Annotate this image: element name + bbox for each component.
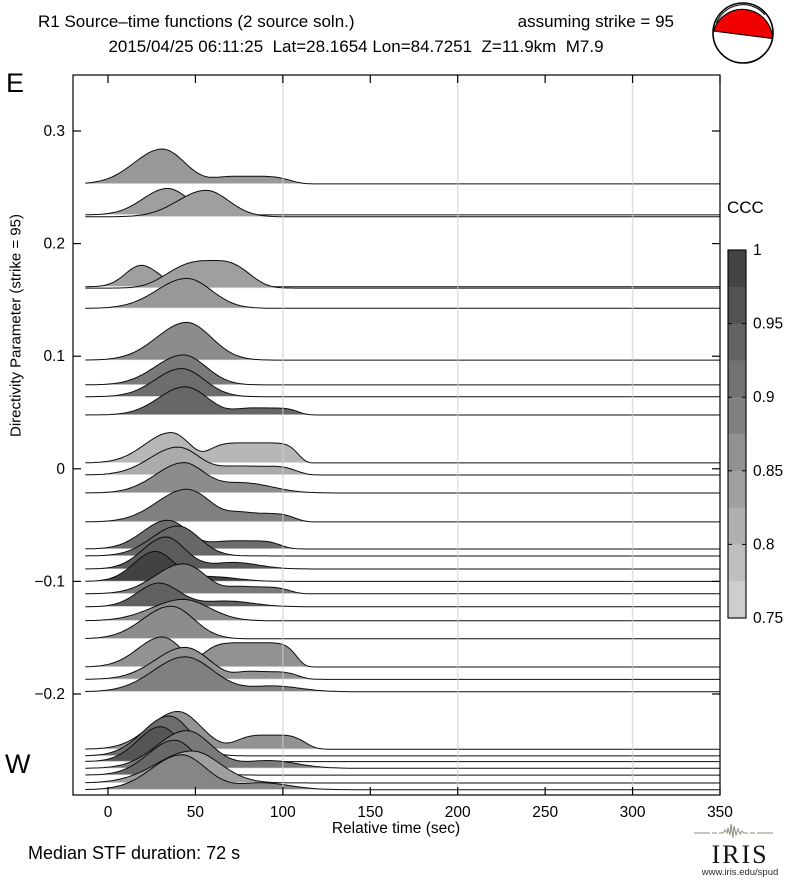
stf-trace-outline xyxy=(85,525,720,557)
east-label: E xyxy=(6,68,25,98)
colorbar-segment xyxy=(728,250,746,288)
x-axis-tick-label: 300 xyxy=(620,804,646,821)
stf-trace-outline xyxy=(85,189,720,218)
stf-trace-fill xyxy=(85,149,720,184)
colorbar-segment xyxy=(728,507,746,545)
stf-trace-fill xyxy=(85,462,720,493)
stf-trace-fill xyxy=(85,489,720,522)
stf-trace-outline xyxy=(85,646,720,680)
colorbar-tick-label: 0.9 xyxy=(753,389,775,406)
stf-trace-outline xyxy=(85,148,720,185)
west-label: W xyxy=(5,749,31,779)
y-axis-tick-label: 0.1 xyxy=(43,348,65,365)
x-axis-tick-label: 200 xyxy=(445,804,471,821)
iris-logo: IRIS www.iris.edu/spud xyxy=(688,822,792,878)
stf-trace-fill xyxy=(85,355,720,385)
colorbar-segment xyxy=(728,286,746,325)
stf-trace-fill xyxy=(85,190,720,217)
y-axis-tick-label: 0.3 xyxy=(43,123,65,140)
stf-trace-fill xyxy=(85,278,720,309)
iris-logo-text: IRIS xyxy=(711,840,769,869)
stf-trace-outline xyxy=(85,730,720,769)
y-axis-tick-label: −0.2 xyxy=(34,686,65,703)
x-axis-tick-label: 0 xyxy=(104,804,113,821)
stf-trace-outline xyxy=(85,260,720,289)
stf-trace-fill xyxy=(85,368,720,397)
stf-trace-outline xyxy=(85,432,720,464)
stf-trace-fill xyxy=(85,551,720,582)
colorbar-tick-label: 0.85 xyxy=(753,463,783,480)
stf-trace-outline xyxy=(85,354,720,386)
stf-trace-outline xyxy=(85,563,720,595)
colorbar-tick-label: 0.95 xyxy=(753,316,783,333)
stf-trace-fill xyxy=(85,606,720,639)
x-axis-tick-label: 150 xyxy=(357,804,383,821)
median-duration-text: Median STF duration: 72 s xyxy=(28,843,241,863)
iris-url: www.iris.edu/spud xyxy=(701,867,779,878)
colorbar-segment xyxy=(728,470,746,509)
stf-trace-outline xyxy=(85,739,720,776)
x-axis-tick-label: 250 xyxy=(532,804,558,821)
colorbar-frame xyxy=(727,249,747,619)
x-axis-tick-label: 50 xyxy=(187,804,205,821)
title-block: R1 Source–time functions (2 source soln.… xyxy=(38,9,674,59)
stf-trace-outline xyxy=(85,386,720,416)
colorbar-tick-label: 0.8 xyxy=(753,536,775,553)
colorbar-segment xyxy=(728,360,746,398)
x-axis-tick-label: 350 xyxy=(707,804,733,821)
event-info: 2015/04/25 06:11:25 Lat=28.1654 Lon=84.7… xyxy=(108,37,604,56)
stf-trace-fill xyxy=(85,754,720,790)
stf-trace-fill xyxy=(85,188,720,215)
colorbar-segment xyxy=(728,397,746,435)
stf-trace-fill xyxy=(85,432,720,463)
stf-trace-fill xyxy=(85,447,720,475)
stf-trace-fill xyxy=(85,322,720,361)
stf-trace-outline xyxy=(85,277,720,309)
stf-trace-outline xyxy=(85,754,720,791)
colorbar-segment xyxy=(728,434,746,472)
stf-trace-fill xyxy=(85,520,720,549)
focal-mechanism-icon xyxy=(712,2,774,64)
y-axis-tick-label: −0.1 xyxy=(34,573,65,590)
stf-trace-outline xyxy=(85,321,720,361)
colorbar-tick-label: 1 xyxy=(753,242,762,259)
colorbar-segment xyxy=(728,323,746,361)
stf-trace-outline xyxy=(85,488,720,523)
colorbar-segment xyxy=(728,544,746,582)
stf-trace-outline xyxy=(85,656,720,693)
stf-trace-outline xyxy=(85,462,720,494)
colorbar-tick-label: 0.75 xyxy=(753,610,783,627)
stf-trace-fill xyxy=(85,583,720,607)
stf-traces-layer xyxy=(85,148,720,791)
stf-trace-fill xyxy=(85,386,720,415)
colorbar-segment xyxy=(728,581,746,619)
x-axis-tick-label: 100 xyxy=(270,804,296,821)
stf-trace-outline xyxy=(85,536,720,570)
beachball-nodal-plane xyxy=(715,4,766,24)
stf-trace-outline xyxy=(85,598,720,622)
colorbar-label: CCC xyxy=(727,198,764,217)
plot-title: R1 Source–time functions (2 source soln.… xyxy=(38,12,355,31)
stf-trace-outline xyxy=(85,582,720,608)
stf-trace-fill xyxy=(85,563,720,594)
stf-trace-fill xyxy=(85,260,720,289)
beachball-compression-quadrant xyxy=(712,8,773,40)
stf-trace-outline xyxy=(85,368,720,398)
plot-box xyxy=(72,74,721,796)
stf-trace-outline xyxy=(85,710,720,750)
stf-trace-outline xyxy=(85,605,720,640)
y-axis-tick-label: 0 xyxy=(56,461,65,478)
strike-assumption-label: assuming strike = 95 xyxy=(517,12,674,31)
stf-trace-fill xyxy=(85,711,720,750)
seismogram-icon xyxy=(694,823,773,839)
y-axis-tick-label: 0.2 xyxy=(43,236,65,253)
stf-trace-fill xyxy=(85,637,720,667)
stf-trace-fill xyxy=(85,656,720,692)
x-axis-label: Relative time (sec) xyxy=(331,820,461,837)
stf-trace-outline xyxy=(85,446,720,476)
stf-trace-outline xyxy=(85,750,720,784)
